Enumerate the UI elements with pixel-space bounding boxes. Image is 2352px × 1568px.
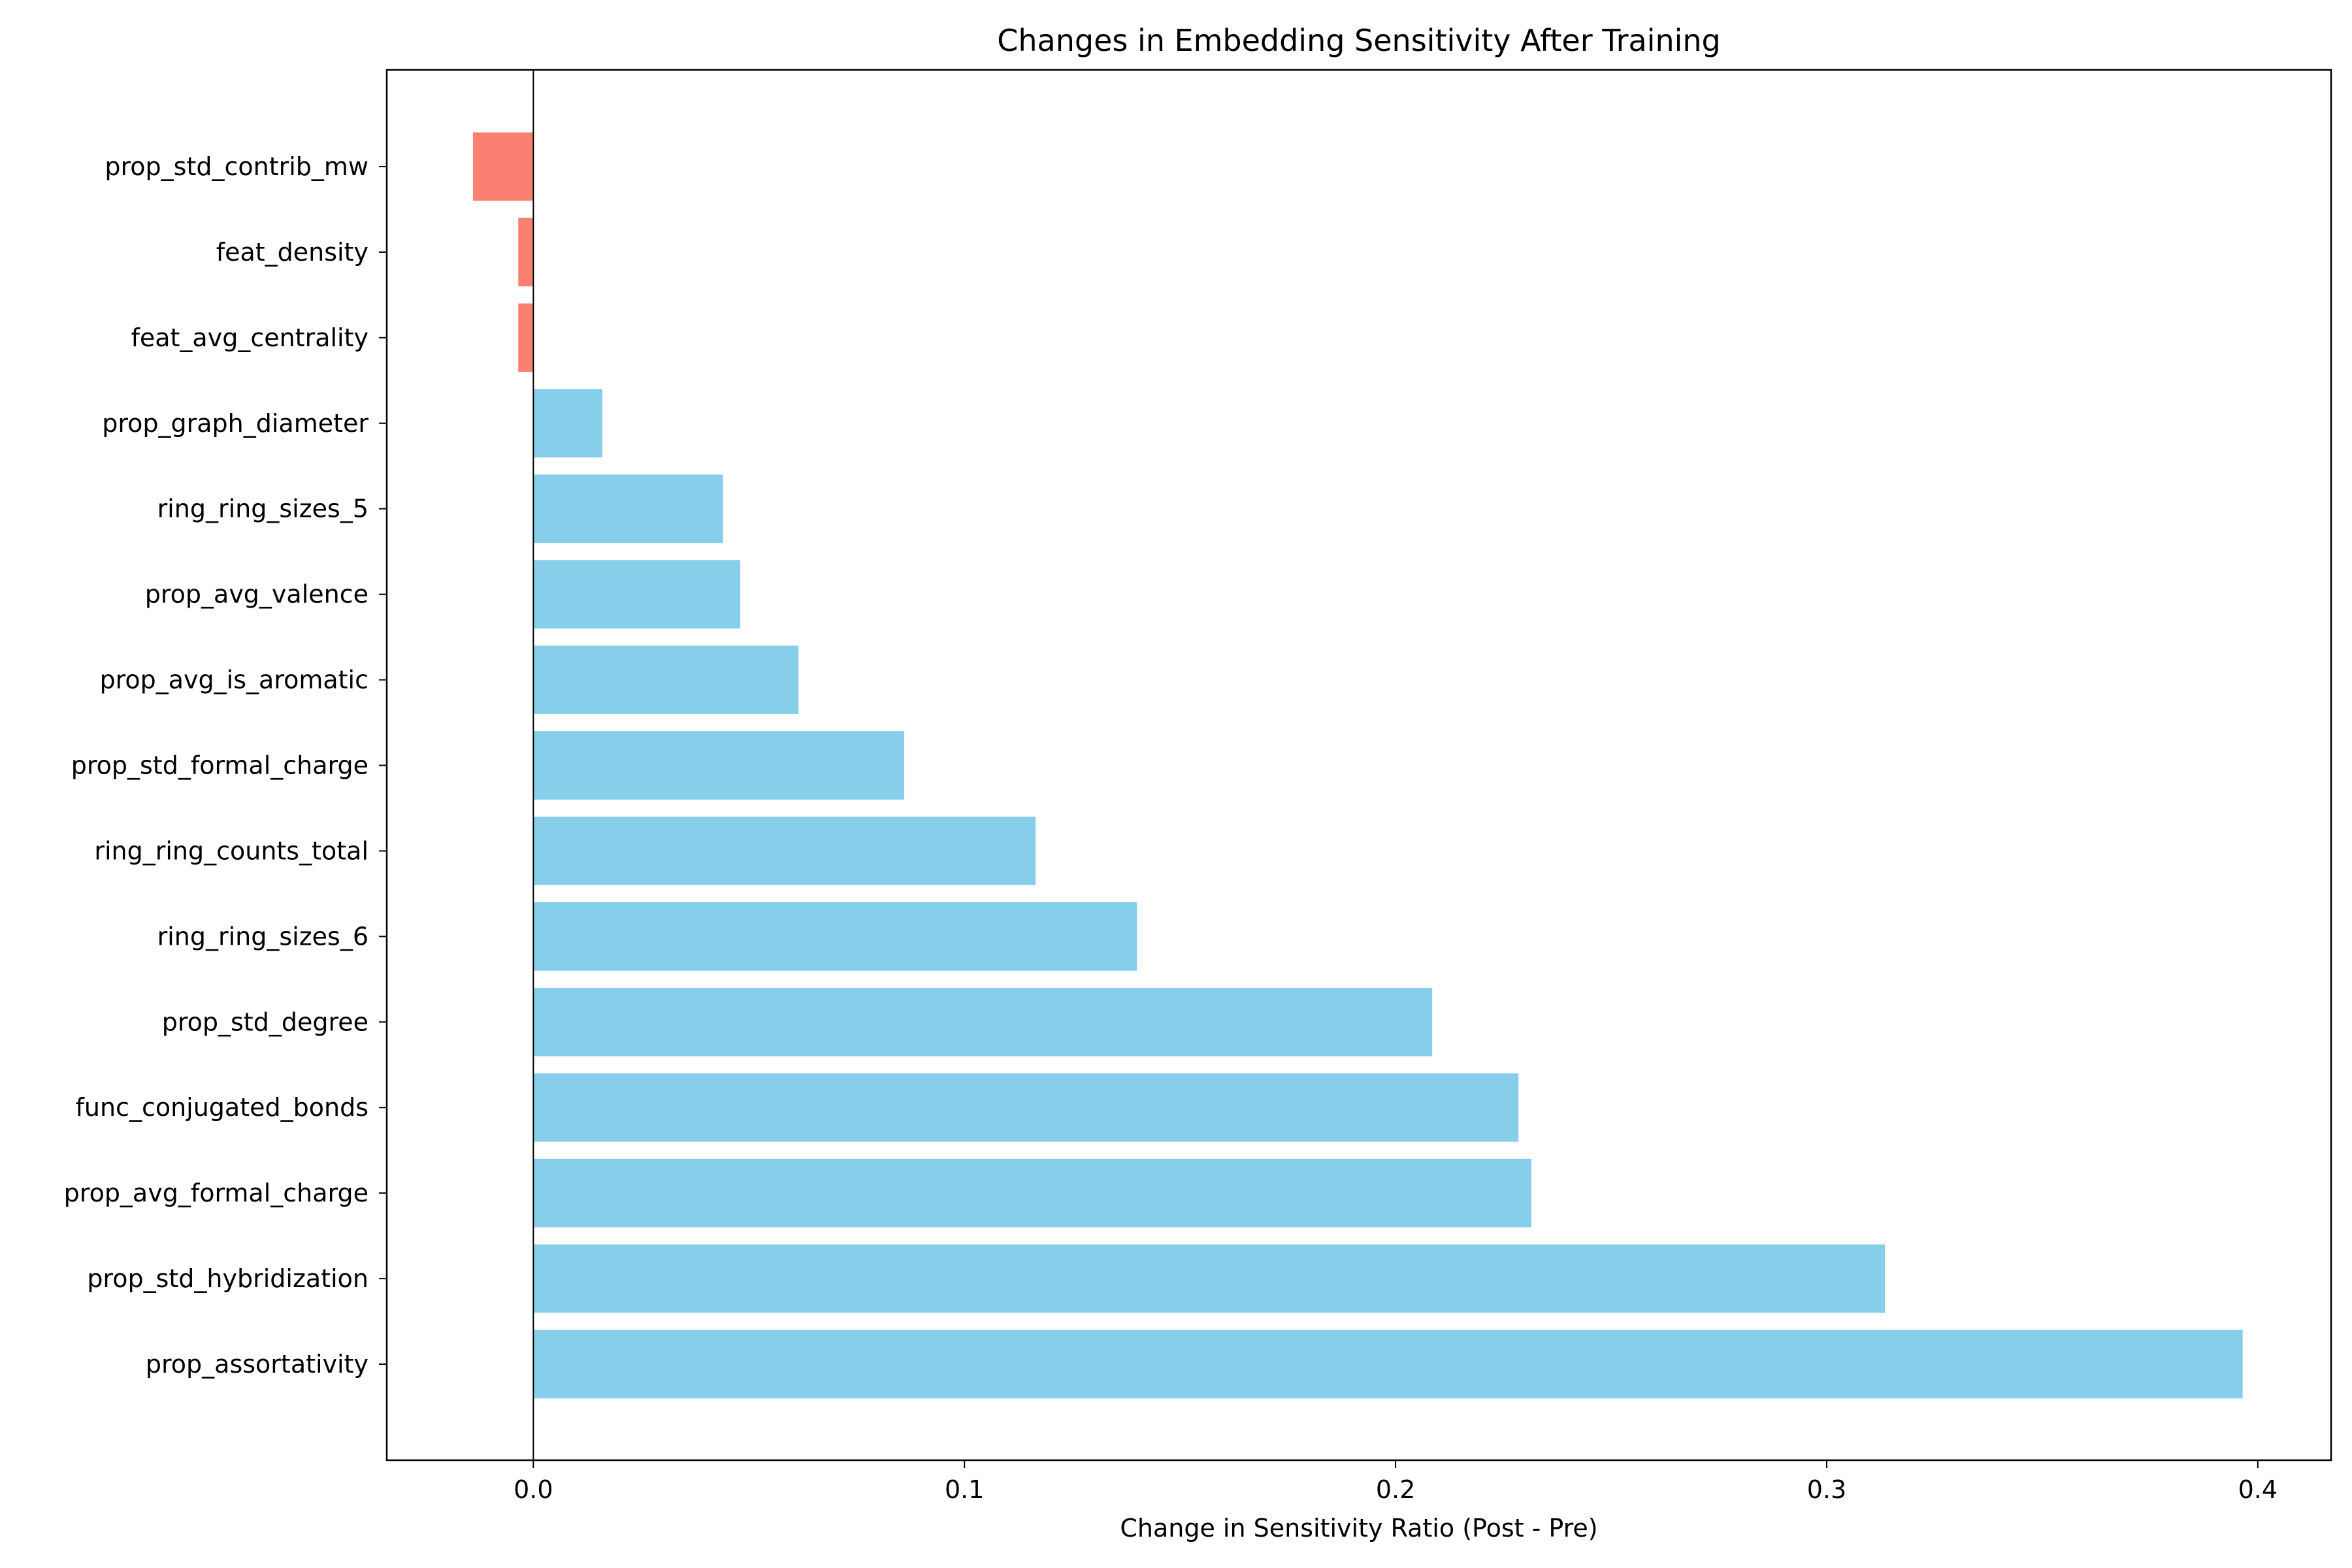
- y-tick-label: prop_graph_diameter: [102, 409, 368, 438]
- bars-group: [472, 132, 2243, 1399]
- y-tick-label: func_conjugated_bonds: [76, 1093, 369, 1122]
- bar-feat-avg-centrality: [518, 303, 534, 372]
- bar-ring-ring-sizes-5: [533, 474, 723, 544]
- bar-prop-avg-formal-charge: [533, 1158, 1531, 1228]
- x-axis-title: Change in Sensitivity Ratio (Post - Pre): [1120, 1514, 1597, 1543]
- y-tick-label: prop_avg_is_aromatic: [99, 666, 368, 694]
- y-tick-label: ring_ring_sizes_5: [157, 495, 368, 523]
- y-tick-label: feat_density: [216, 238, 368, 267]
- y-tick-label: ring_ring_sizes_6: [157, 922, 368, 951]
- bar-feat-density: [518, 218, 534, 287]
- y-tick-label: prop_std_degree: [162, 1007, 368, 1036]
- bar-prop-avg-is-aromatic: [533, 645, 799, 714]
- x-tick-label: 0.4: [2238, 1475, 2278, 1504]
- chart-title: Changes in Embedding Sensitivity After T…: [997, 23, 1720, 58]
- bar-prop-std-hybridization: [533, 1244, 1886, 1313]
- bar-ring-ring-counts-total: [533, 817, 1036, 885]
- bar-prop-graph-diameter: [533, 389, 602, 458]
- y-tick-label: feat_avg_centrality: [131, 323, 368, 352]
- y-tick-label: prop_std_hybridization: [87, 1264, 368, 1293]
- y-tick-label: prop_avg_formal_charge: [64, 1179, 368, 1207]
- bar-prop-avg-valence: [533, 560, 741, 629]
- bar-func-conjugated-bonds: [533, 1073, 1519, 1142]
- bar-prop-std-formal-charge: [533, 731, 904, 800]
- y-tick-label: ring_ring_counts_total: [94, 836, 368, 865]
- bar-prop-std-degree: [533, 987, 1433, 1056]
- y-tick-label: prop_std_contrib_mw: [105, 152, 368, 181]
- bar-ring-ring-sizes-6: [533, 902, 1137, 971]
- bar-prop-assortativity: [533, 1330, 2243, 1399]
- x-tick-label: 0.0: [514, 1475, 553, 1504]
- x-tick-label: 0.3: [1807, 1475, 1846, 1504]
- y-tick-label: prop_assortativity: [146, 1350, 368, 1379]
- y-axis-labels: prop_std_contrib_mw feat_density feat_avg_…: [64, 152, 387, 1379]
- x-tick-label: 0.2: [1376, 1475, 1415, 1504]
- x-axis-ticks: 0.0 0.1 0.2 0.3 0.4: [514, 1460, 2278, 1504]
- x-tick-label: 0.1: [945, 1475, 984, 1504]
- y-tick-label: prop_std_formal_charge: [71, 751, 368, 780]
- y-tick-label: prop_avg_valence: [145, 580, 368, 609]
- bar-prop-std-contrib-mw: [472, 132, 534, 201]
